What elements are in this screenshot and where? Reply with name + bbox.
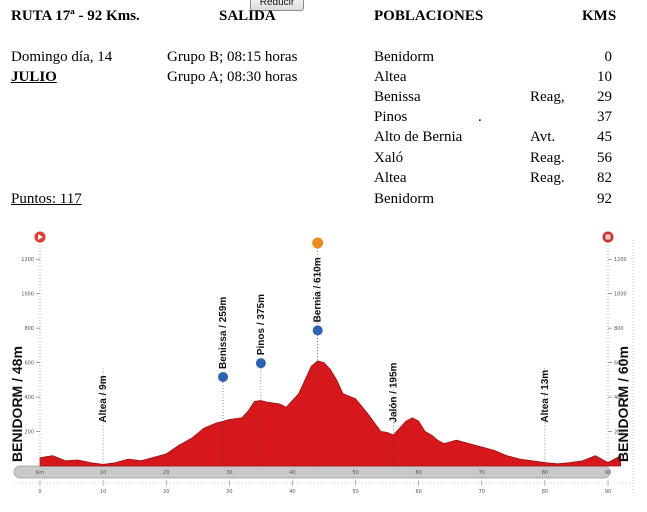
bar-tick-label: 80 xyxy=(542,470,548,476)
y-tick-label: 200 xyxy=(614,430,624,436)
salida-title: SALIDA xyxy=(219,8,276,24)
route-title: RUTA 17ª - 92 Kms. xyxy=(11,8,140,24)
climb-icon xyxy=(218,371,229,382)
bar-tick-label: 40 xyxy=(289,470,295,476)
waypoint-label: Altea / 13m xyxy=(540,370,551,423)
y-tick-label: 800 xyxy=(24,326,34,332)
x-tick-label: 70 xyxy=(479,489,485,495)
start-elevation-label: BENIDORM / 48m xyxy=(9,346,25,462)
x-tick-label: 10 xyxy=(100,489,106,495)
bar-tick-label: 50 xyxy=(352,470,358,476)
town-km: 92 xyxy=(597,191,612,207)
y-tick-label: 800 xyxy=(614,326,624,332)
y-tick-label: 400 xyxy=(614,395,624,401)
y-tick-label: 1000 xyxy=(614,292,627,298)
poblaciones-title: POBLACIONES xyxy=(374,8,484,24)
town-km: 82 xyxy=(597,170,612,186)
climb-icon xyxy=(312,325,323,336)
waypoint-label: Bernia / 610m xyxy=(313,257,324,322)
town-note: Reag. xyxy=(530,170,565,186)
town-km: 0 xyxy=(604,49,613,65)
town-name: Benidorm xyxy=(374,191,434,207)
finish-elevation-label: BENIDORM / 60m xyxy=(615,346,631,462)
x-tick-label: 20 xyxy=(163,489,169,495)
elevation-area xyxy=(39,360,622,467)
y-tick-label: 1200 xyxy=(21,257,34,263)
y-tick-label: 200 xyxy=(24,430,34,436)
y-tick-label: 1200 xyxy=(614,257,627,263)
points-label: Puntos: 117 xyxy=(11,191,82,207)
checkered-flag-icon xyxy=(605,234,611,240)
y-tick-label: 400 xyxy=(24,395,34,401)
bar-tick-label: 60 xyxy=(415,470,421,476)
bar-tick-label: 90 xyxy=(605,470,611,476)
town-km: 45 xyxy=(597,129,612,145)
town-km: 29 xyxy=(597,89,612,105)
town-name: Alto de Bernia xyxy=(374,129,463,145)
month-label: JULIO xyxy=(11,69,57,85)
x-tick-label: 50 xyxy=(352,489,358,495)
date-line: Domingo día, 14 xyxy=(11,49,113,65)
x-tick-label: 30 xyxy=(226,489,232,495)
town-km: 10 xyxy=(597,69,612,85)
bar-tick-label: 30 xyxy=(226,470,232,476)
x-tick-label: 80 xyxy=(542,489,548,495)
town-name: Benidorm xyxy=(374,49,434,65)
bar-tick-label: 10 xyxy=(100,470,106,476)
bar-tick-label: Km xyxy=(36,470,44,476)
town-note: Reag. xyxy=(530,150,565,166)
town-name: Benissa xyxy=(374,89,421,105)
y-tick-label: 600 xyxy=(614,361,624,367)
x-tick-label: 90 xyxy=(605,489,611,495)
summit-icon xyxy=(312,237,324,249)
town-note: Avt. xyxy=(530,129,556,145)
town-km: 56 xyxy=(597,150,612,166)
waypoint-label: Benissa / 259m xyxy=(218,297,229,369)
reduce-button[interactable]: Reducir xyxy=(250,0,304,11)
x-tick-label: 40 xyxy=(289,489,295,495)
town-km: 37 xyxy=(597,109,612,125)
x-tick-label: 60 xyxy=(415,489,421,495)
bar-tick-label: 70 xyxy=(479,470,485,476)
town-name: Xaló xyxy=(374,150,404,166)
group-b-time: Grupo B; 08:15 horas xyxy=(167,49,298,65)
y-tick-label: 600 xyxy=(24,361,34,367)
y-tick-label: 1000 xyxy=(21,292,34,298)
waypoint-label: Jalón / 195m xyxy=(388,362,399,422)
play-icon xyxy=(38,234,43,240)
climb-icon xyxy=(255,358,266,369)
kms-title: KMS xyxy=(582,8,617,24)
town-note: Reag, xyxy=(530,89,565,105)
town-note: . xyxy=(478,109,482,125)
group-a-time: Grupo A; 08:30 horas xyxy=(167,69,298,85)
town-name: Altea xyxy=(374,69,407,85)
waypoint-label: Altea / 9m xyxy=(98,375,109,422)
town-name: Pinos xyxy=(374,109,408,125)
x-tick-label: 0 xyxy=(38,489,41,495)
waypoint-label: Pinos / 375m xyxy=(256,294,267,355)
town-name: Altea xyxy=(374,170,407,186)
bar-tick-label: 20 xyxy=(163,470,169,476)
